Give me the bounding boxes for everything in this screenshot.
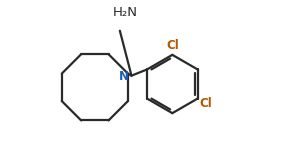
Text: H₂N: H₂N [112,6,137,19]
Text: N: N [119,70,129,83]
Text: Cl: Cl [199,97,212,110]
Text: Cl: Cl [166,39,179,52]
